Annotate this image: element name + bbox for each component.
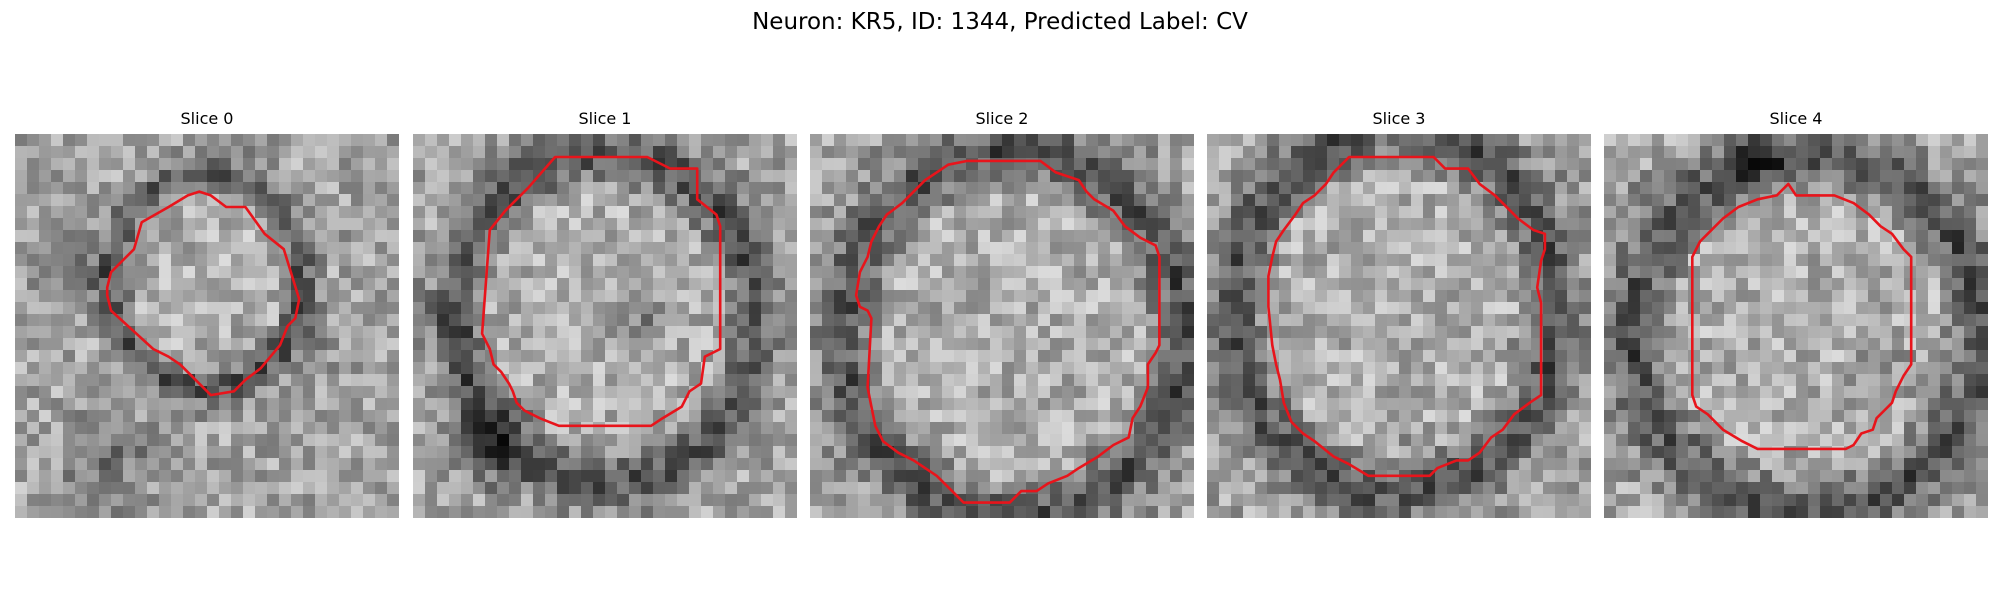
slice-image-1 xyxy=(413,134,797,518)
slice-pixels xyxy=(15,134,399,518)
slice-title-0: Slice 0 xyxy=(180,109,234,128)
slice-pixels xyxy=(413,134,797,518)
slice-title-3: Slice 3 xyxy=(1372,109,1426,128)
figure-title: Neuron: KR5, ID: 1344, Predicted Label: … xyxy=(752,9,1248,35)
slice-image-4 xyxy=(1604,134,1988,518)
slice-title-2: Slice 2 xyxy=(975,109,1029,128)
slice-title-4: Slice 4 xyxy=(1769,109,1823,128)
slice-panel-2: Slice 2 xyxy=(810,108,1194,520)
slice-panel-1: Slice 1 xyxy=(413,108,797,520)
segmentation-contour xyxy=(480,155,722,428)
segmentation-contour xyxy=(1267,155,1547,478)
segmentation-contour xyxy=(1691,182,1913,451)
slice-image-0 xyxy=(15,134,399,518)
slice-title-1: Slice 1 xyxy=(578,109,632,128)
slice-image-3 xyxy=(1207,134,1591,518)
slice-pixels xyxy=(1207,134,1591,518)
slice-panel-3: Slice 3 xyxy=(1207,108,1591,520)
segmentation-contour xyxy=(854,159,1161,504)
segmentation-contour xyxy=(105,190,301,397)
slice-pixels xyxy=(810,134,1194,518)
slice-panel-0: Slice 0 xyxy=(15,108,399,520)
slice-panel-4: Slice 4 xyxy=(1604,108,1988,520)
slice-pixels xyxy=(1604,134,1988,518)
slice-image-2 xyxy=(810,134,1194,518)
